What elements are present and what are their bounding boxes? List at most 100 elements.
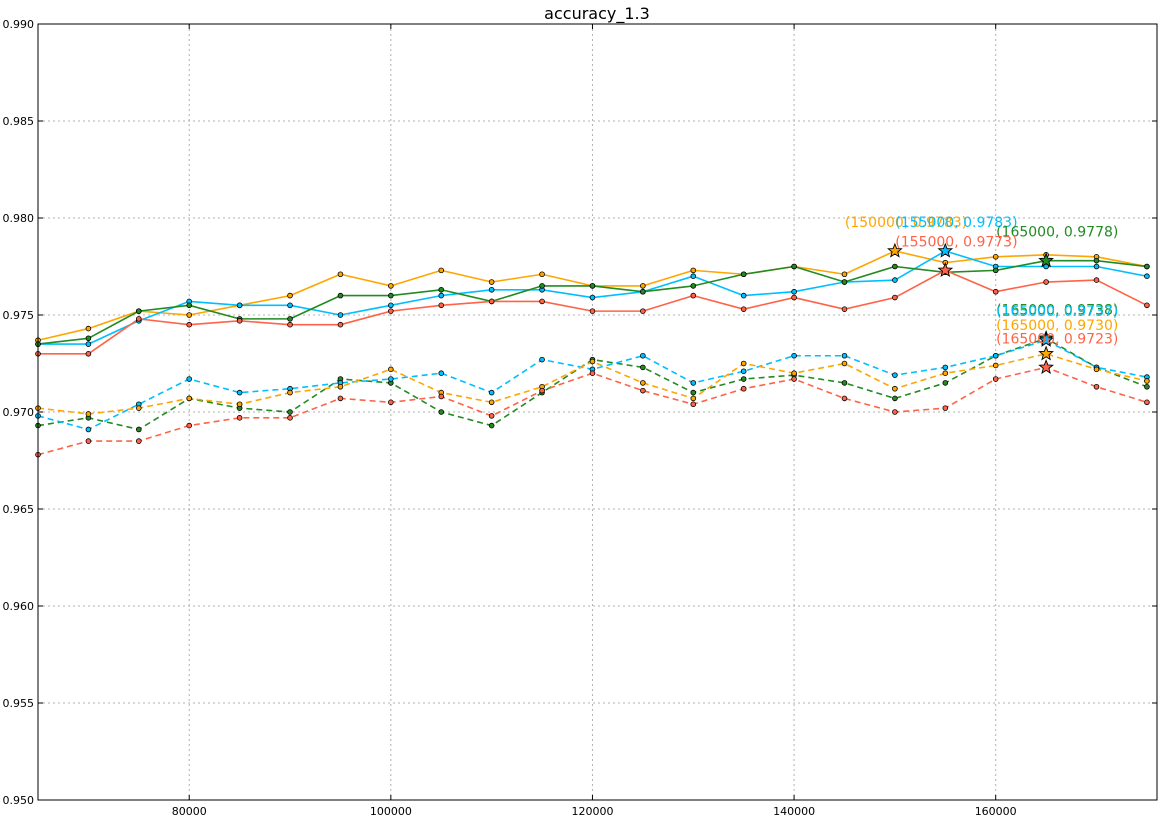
data-point — [740, 271, 747, 278]
y-tick-label: 0.955 — [3, 697, 35, 710]
data-point — [640, 387, 646, 394]
data-point — [136, 308, 142, 314]
data-point — [85, 325, 92, 332]
data-point — [438, 370, 445, 377]
data-point — [337, 383, 344, 390]
data-point — [992, 376, 999, 382]
data-point — [186, 302, 193, 309]
data-point — [337, 271, 344, 278]
tick-layer: 80000 100000 120000 140000 160000 0.950 0.955 0… — [3, 18, 1157, 818]
data-point — [438, 286, 445, 293]
data-point — [1144, 302, 1150, 309]
data-point — [841, 380, 848, 386]
data-point — [1093, 366, 1100, 373]
data-point — [740, 360, 747, 367]
data-point — [136, 316, 142, 322]
x-tick-label: 140000 — [773, 805, 815, 818]
data-point — [186, 321, 193, 328]
best-point-annotation: (165000, 0.9738) — [996, 302, 1118, 318]
data-point — [640, 380, 646, 386]
annotation-layer: (150000, 0.9783)(155000, 0.9783)(165000,… — [845, 215, 1118, 347]
data-point — [992, 362, 999, 369]
data-point — [186, 376, 193, 382]
best-point-annotation: (165000, 0.9737) — [996, 304, 1118, 320]
data-point — [791, 352, 797, 359]
best-point-star — [1038, 331, 1054, 347]
data-point — [337, 292, 344, 299]
chart-title: accuracy_1.3 — [544, 4, 650, 24]
data-point — [287, 415, 293, 421]
data-point — [85, 341, 92, 347]
data-point — [740, 385, 747, 392]
data-point — [488, 399, 495, 406]
data-point — [539, 387, 545, 394]
best-point-star — [937, 262, 954, 278]
best-point-star — [887, 242, 903, 258]
data-point — [539, 271, 545, 278]
y-tick-label: 0.990 — [3, 18, 35, 31]
data-point — [539, 298, 545, 305]
data-point — [388, 283, 394, 289]
data-point — [690, 292, 697, 299]
data-point — [488, 298, 495, 305]
data-point — [640, 352, 646, 359]
x-tick-label: 160000 — [975, 805, 1017, 818]
data-point — [337, 321, 344, 328]
data-point — [1093, 257, 1100, 264]
data-point — [1144, 273, 1150, 280]
data-point — [841, 360, 848, 367]
x-tick-label: 120000 — [571, 805, 613, 818]
data-point — [791, 263, 797, 270]
y-tick-label: 0.970 — [3, 406, 35, 419]
data-point — [640, 283, 646, 289]
data-point — [388, 308, 394, 314]
data-point — [236, 318, 243, 324]
data-point — [690, 380, 697, 386]
data-point — [892, 294, 898, 301]
data-point — [892, 395, 898, 402]
data-point — [438, 393, 445, 400]
data-point — [1093, 263, 1100, 270]
data-point — [136, 438, 142, 444]
data-point — [236, 401, 243, 408]
data-point — [85, 426, 92, 433]
data-point — [589, 294, 596, 301]
data-point — [1093, 383, 1100, 390]
y-tick-label: 0.950 — [3, 794, 35, 807]
data-point — [690, 395, 697, 402]
data-point — [488, 279, 495, 285]
best-point-annotation: (165000, 0.9778) — [996, 225, 1118, 241]
data-point — [740, 368, 747, 375]
best-point-star — [1038, 359, 1054, 375]
x-tick-label: 80000 — [172, 805, 207, 818]
best-point-annotation: (155000, 0.9783) — [895, 215, 1017, 231]
data-point — [791, 376, 797, 382]
data-point — [438, 292, 445, 299]
data-point — [942, 380, 949, 386]
data-point — [640, 364, 646, 371]
data-point — [236, 302, 243, 309]
data-point — [438, 302, 445, 309]
data-point — [388, 302, 394, 309]
data-point — [992, 288, 999, 295]
data-point — [1144, 378, 1150, 384]
data-point — [589, 308, 596, 314]
data-point — [388, 376, 394, 382]
data-point — [1144, 383, 1150, 390]
data-point — [589, 283, 596, 289]
data-point — [690, 283, 697, 289]
best-point-annotation: (165000, 0.9730) — [996, 318, 1118, 334]
data-point — [740, 292, 747, 299]
y-tick-label: 0.975 — [3, 309, 35, 322]
data-point — [942, 370, 949, 377]
data-point — [690, 267, 697, 274]
data-point — [1043, 279, 1049, 285]
data-point — [791, 294, 797, 301]
data-point — [992, 253, 999, 260]
best-point-annotation: (150000, 0.9783) — [845, 215, 967, 231]
best-point-annotation: (155000, 0.9773) — [895, 234, 1017, 250]
data-point — [892, 263, 898, 270]
data-point — [740, 306, 747, 312]
data-point — [287, 302, 293, 309]
